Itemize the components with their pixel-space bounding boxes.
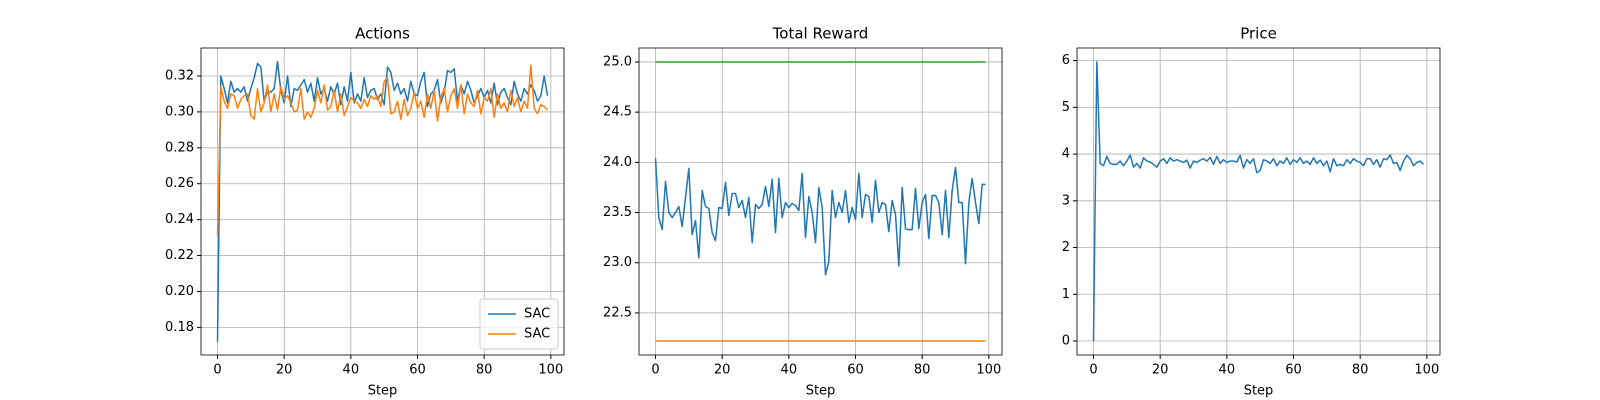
x-tick-label: 20 (276, 363, 293, 378)
y-tick-label: 0.20 (165, 284, 194, 299)
x-tick-label: 0 (651, 363, 659, 378)
x-tick-label: 40 (781, 363, 798, 378)
y-tick-label: 0.18 (165, 320, 194, 335)
x-tick-label: 60 (1285, 363, 1302, 378)
x-tick-label: 20 (714, 363, 731, 378)
series-line (216, 64, 549, 236)
legend-box (479, 298, 559, 350)
x-tick-label: 20 (1152, 363, 1169, 378)
y-tick-label: 2 (1062, 240, 1070, 255)
y-tick-label: 0.30 (165, 104, 194, 119)
y-tick-label: 0.32 (165, 69, 194, 84)
legend-label: SAC (524, 307, 550, 322)
x-axis-label: Step (1244, 384, 1274, 399)
y-tick-label: 25.0 (603, 54, 632, 69)
x-tick-label: 60 (847, 363, 864, 378)
x-tick-label: 40 (1219, 363, 1236, 378)
x-tick-label: 80 (1352, 363, 1369, 378)
axes-frame (638, 47, 1003, 356)
x-tick-label: 80 (914, 363, 931, 378)
y-tick-label: 0.22 (165, 248, 194, 263)
y-tick-label: 0.24 (165, 212, 194, 227)
axes-frame (1076, 47, 1441, 356)
chart-title: Total Reward (772, 25, 869, 43)
y-tick-label: 22.5 (603, 305, 632, 320)
x-tick-label: 100 (976, 363, 1001, 378)
x-tick-label: 40 (343, 363, 360, 378)
legend-label: SAC (524, 327, 550, 342)
y-tick-label: 6 (1062, 53, 1070, 68)
x-tick-label: 60 (409, 363, 426, 378)
y-tick-label: 0.26 (165, 176, 194, 191)
x-tick-label: 100 (538, 363, 563, 378)
x-tick-label: 80 (476, 363, 493, 378)
y-tick-label: 3 (1062, 193, 1070, 208)
x-tick-label: 0 (213, 363, 221, 378)
y-tick-label: 5 (1062, 100, 1070, 115)
y-tick-label: 23.5 (603, 205, 632, 220)
y-tick-label: 24.5 (603, 105, 632, 120)
y-tick-label: 1 (1062, 287, 1070, 302)
series-line (1092, 61, 1425, 341)
x-tick-label: 0 (1089, 363, 1097, 378)
x-axis-label: Step (368, 384, 398, 399)
y-tick-label: 24.0 (603, 155, 632, 170)
series-line (654, 158, 986, 276)
y-tick-label: 0.28 (165, 140, 194, 155)
chart-title: Price (1240, 25, 1277, 43)
y-tick-label: 0 (1062, 333, 1070, 348)
x-tick-label: 100 (1414, 363, 1439, 378)
chart-title: Actions (355, 25, 410, 43)
axes-frame (200, 47, 565, 356)
x-axis-label: Step (806, 384, 836, 399)
y-tick-label: 23.0 (603, 255, 632, 270)
y-tick-label: 4 (1062, 147, 1070, 162)
